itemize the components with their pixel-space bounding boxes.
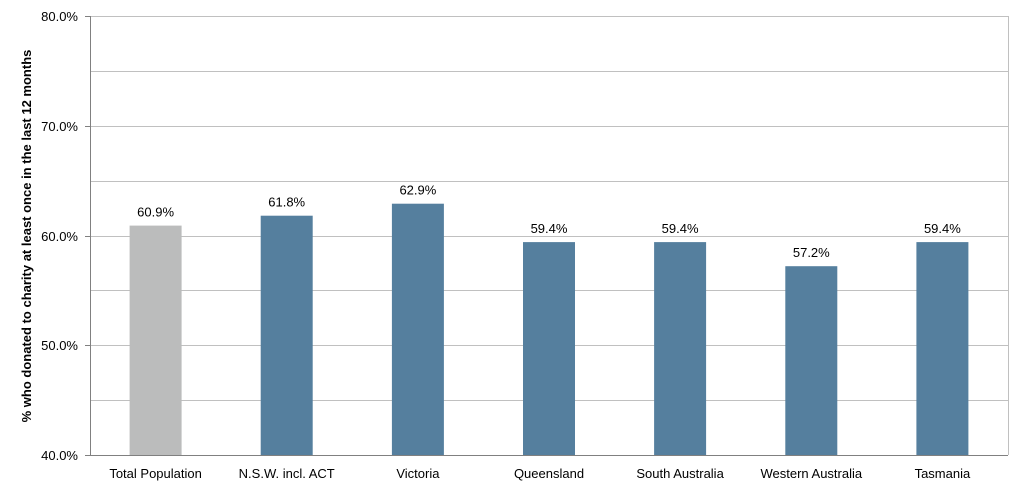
x-tick-label: Victoria xyxy=(396,466,440,481)
bar-south-australia xyxy=(654,242,707,455)
x-tick-label: Queensland xyxy=(514,466,584,481)
data-label: 60.9% xyxy=(137,205,174,220)
data-label: 62.9% xyxy=(399,183,436,198)
y-tick-label: 70.0% xyxy=(41,119,78,134)
data-label: 61.8% xyxy=(268,195,305,210)
bars xyxy=(129,203,969,455)
x-tick-label: N.S.W. incl. ACT xyxy=(239,466,335,481)
bar-queensland xyxy=(523,242,575,455)
bar-tasmania xyxy=(916,242,969,455)
x-tick-label: Total Population xyxy=(109,466,202,481)
bar-victoria xyxy=(391,203,444,455)
y-tick-label: 60.0% xyxy=(41,229,78,244)
data-label: 59.4% xyxy=(924,221,961,236)
bar-n-s-w-incl-act xyxy=(260,215,313,455)
data-label: 59.4% xyxy=(662,221,699,236)
data-label: 57.2% xyxy=(793,245,830,260)
bar-western-australia xyxy=(785,266,838,455)
data-label: 59.4% xyxy=(531,221,568,236)
y-tick-labels: 40.0% 50.0% 60.0% 70.0% 80.0% xyxy=(41,9,78,463)
x-tick-label: South Australia xyxy=(636,466,724,481)
data-labels: 60.9% 61.8% 62.9% 59.4% 59.4% 57.2% 59.4% xyxy=(137,183,961,261)
axes xyxy=(85,16,1008,456)
bar-total-population xyxy=(129,225,182,455)
y-tick-label: 50.0% xyxy=(41,338,78,353)
x-tick-label: Western Australia xyxy=(760,466,862,481)
x-tick-labels: Total Population N.S.W. incl. ACT Victoria… xyxy=(109,466,971,481)
x-tick-label: Tasmania xyxy=(915,466,971,481)
y-tick-label: 40.0% xyxy=(41,448,78,463)
y-axis-title: % who donated to charity at least once i… xyxy=(19,50,34,423)
y-tick-label: 80.0% xyxy=(41,9,78,24)
